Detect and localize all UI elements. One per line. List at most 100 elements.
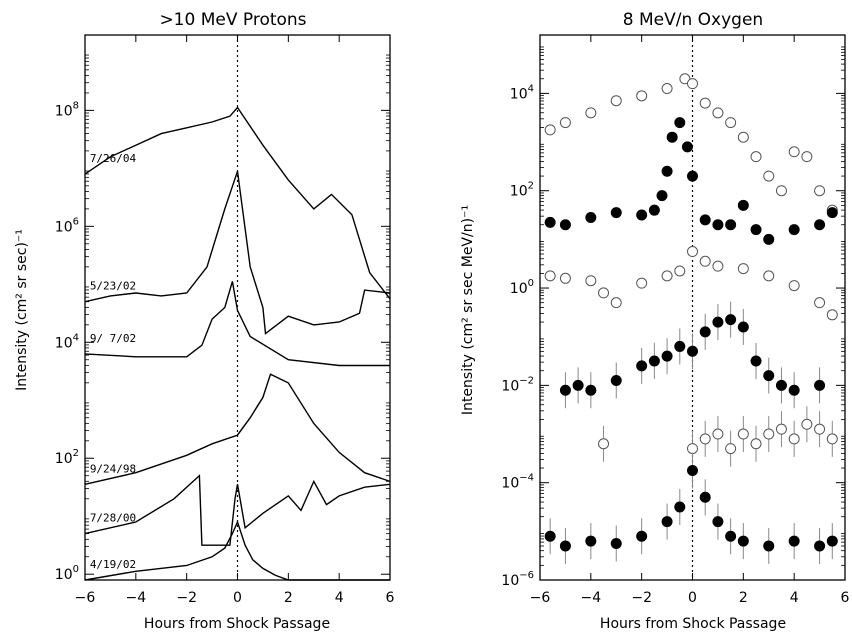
oxygen-series-4-filled-point <box>610 374 622 386</box>
oxygen-series-5-open-point <box>737 428 749 440</box>
protons-x-tick-label: 4 <box>335 590 344 606</box>
oxygen-series-2-filled-point <box>788 224 800 236</box>
oxygen-y-tick-label: 104 <box>510 83 534 102</box>
oxygen-y-ticks: 10−6 10−4 10−2 100 102 104 <box>501 46 845 589</box>
oxygen-series-2-filled-point <box>763 233 775 245</box>
oxygen-y-tick-label: 10−6 <box>501 570 534 589</box>
oxygen-series-1-open-point <box>585 107 597 119</box>
oxygen-series-1-open-point <box>775 185 787 197</box>
protons-series-layer: 7/26/04 5/23/02 9/ 7/02 9/24/98 7/28/00 4/19/… <box>84 35 391 581</box>
oxygen-series-6-filled-point <box>559 540 571 552</box>
oxygen-series-4-filled-point <box>725 314 737 326</box>
oxygen-series-3-open-point <box>674 265 686 277</box>
protons-series-6-line <box>84 520 390 581</box>
oxygen-series-1-open-point <box>699 97 711 109</box>
oxygen-series-4-filled-point <box>788 384 800 396</box>
oxygen-series-5-open-point <box>775 423 787 435</box>
protons-x-tick-label: −4 <box>126 590 147 606</box>
oxygen-series-2-filled-point <box>585 211 597 223</box>
protons-x-tick-label: 6 <box>386 590 395 606</box>
oxygen-series-4-filled-point <box>687 345 698 357</box>
protons-date-label: 7/28/00 <box>90 512 136 525</box>
oxygen-series-4-filled-point <box>814 379 826 391</box>
protons-series-4-line <box>84 373 391 485</box>
protons-y-ticks: 100 102 104 106 108 <box>55 54 390 583</box>
oxygen-series-1-open-point <box>788 146 800 158</box>
oxygen-series-2-filled-point <box>656 190 668 202</box>
oxygen-series-5-open-point <box>598 438 610 450</box>
oxygen-series-1-open-point <box>763 170 775 182</box>
oxygen-series-5-open-point <box>725 443 737 455</box>
oxygen-series-6-filled-point <box>544 530 556 542</box>
protons-x-tick-label: −6 <box>75 590 96 606</box>
oxygen-series-2-filled-point <box>687 170 698 182</box>
oxygen-series-3-open-point <box>737 263 749 275</box>
oxygen-series-6-filled-point <box>725 530 737 542</box>
oxygen-series-6-filled-point <box>712 516 724 528</box>
protons-y-tick-label: 108 <box>55 100 79 119</box>
oxygen-x-tick-label: −4 <box>581 590 602 606</box>
oxygen-series-3-open-point <box>661 270 673 282</box>
oxygen-y-axis-label: Intensity (cm² sr sec MeV/n)⁻¹ <box>460 205 476 415</box>
protons-date-label: 9/ 7/02 <box>90 332 136 345</box>
oxygen-series-3-open-point <box>544 270 556 282</box>
protons-y-tick-label: 100 <box>55 564 79 583</box>
protons-date-label: 5/23/02 <box>90 280 136 293</box>
oxygen-series-3-open-point <box>826 309 838 321</box>
oxygen-series-5-open-point <box>687 443 698 455</box>
oxygen-series-2-filled-point <box>610 207 622 219</box>
oxygen-series-5-open-point <box>826 433 838 445</box>
oxygen-series-6-filled-point <box>674 501 686 513</box>
oxygen-series-6-filled-point <box>788 535 800 547</box>
oxygen-series-2-filled-point <box>737 199 749 211</box>
oxygen-series-2-filled-point <box>814 219 826 231</box>
protons-series-2-line <box>84 171 391 335</box>
protons-y-tick-label: 102 <box>55 448 79 467</box>
protons-date-label: 9/24/98 <box>90 462 136 475</box>
protons-series-1-line <box>84 106 391 300</box>
oxygen-series-2-filled-point <box>725 219 737 231</box>
oxygen-series-5-open-point <box>750 438 762 450</box>
oxygen-series-1-open-point <box>559 117 571 129</box>
oxygen-series-2-filled-point <box>636 209 648 221</box>
oxygen-series-1-open-point <box>750 151 762 163</box>
oxygen-series-4-filled-point <box>572 379 584 391</box>
oxygen-series-3-open-point <box>598 287 610 299</box>
oxygen-series-3-open-point <box>687 246 698 258</box>
oxygen-series-2-filled-point <box>826 207 838 219</box>
oxygen-series-6-filled-point <box>737 535 749 547</box>
oxygen-series-6-filled-point <box>699 491 711 503</box>
oxygen-series-6-filled-point <box>636 530 648 542</box>
oxygen-series-2-filled-point <box>559 219 571 231</box>
oxygen-x-tick-label: −2 <box>631 590 652 606</box>
oxygen-series-2-filled-point <box>674 117 686 129</box>
protons-x-tick-label: −2 <box>176 590 197 606</box>
oxygen-series-4-filled-point <box>775 379 787 391</box>
oxygen-series-4-filled-point <box>674 340 686 352</box>
oxygen-series-6-filled-point <box>763 540 775 552</box>
protons-x-tick-label: 0 <box>233 590 242 606</box>
protons-title: >10 MeV Protons <box>159 10 306 30</box>
oxygen-series-3-open-point <box>585 275 597 287</box>
oxygen-series-6-filled-point <box>814 540 826 552</box>
oxygen-series-3-open-point <box>712 260 724 272</box>
oxygen-series-1-open-point <box>636 90 648 102</box>
oxygen-series-2-filled-point <box>681 141 693 153</box>
protons-y-tick-label: 106 <box>55 216 79 235</box>
oxygen-series-1-open-point <box>737 131 749 143</box>
oxygen-panel: 8 MeV/n Oxygen Hours from Shock Passage … <box>460 10 850 632</box>
oxygen-series-6-filled-point <box>610 538 622 550</box>
oxygen-series-6-filled-point <box>661 516 673 528</box>
oxygen-series-3-open-point <box>763 270 775 282</box>
oxygen-series-3-open-point <box>559 272 571 284</box>
oxygen-series-2-filled-point <box>750 224 762 236</box>
oxygen-x-tick-label: 4 <box>790 590 799 606</box>
oxygen-series-2-filled-point <box>661 165 673 177</box>
protons-panel: >10 MeV Protons Hours from Shock Passage… <box>14 10 395 632</box>
oxygen-y-tick-label: 10−4 <box>501 473 534 492</box>
oxygen-x-axis-label: Hours from Shock Passage <box>600 616 786 632</box>
oxygen-series-4-filled-point <box>699 326 711 338</box>
oxygen-series-4-filled-point <box>559 384 571 396</box>
oxygen-series-4-filled-point <box>661 350 673 362</box>
